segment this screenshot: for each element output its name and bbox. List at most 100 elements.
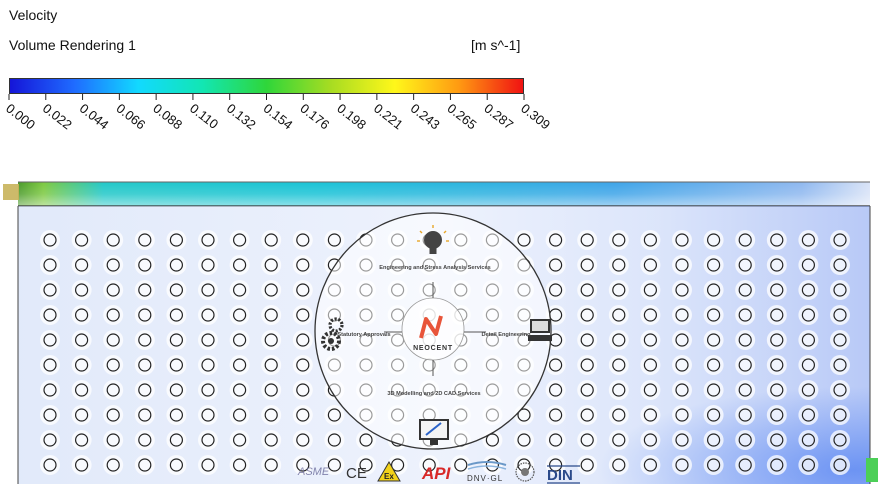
tube [675, 358, 689, 372]
tube [706, 333, 721, 347]
tube-wake [40, 455, 60, 475]
tube [770, 433, 784, 447]
tube-wake [608, 305, 629, 325]
tube-wake [71, 330, 92, 350]
tube-wake [703, 380, 724, 400]
tube-wake [640, 255, 661, 275]
service-diagram-overlay: NEOCENT Engineering and Stress Analysis … [314, 212, 552, 450]
tube-wake [198, 230, 218, 250]
tube-wake [608, 380, 629, 400]
tube-wake [229, 430, 250, 450]
tube [233, 308, 247, 322]
tube-wake [229, 280, 250, 300]
tube-wake [261, 355, 282, 375]
tube [264, 383, 278, 397]
tube [738, 258, 752, 272]
tube-wake [545, 455, 566, 475]
tube-wake [577, 255, 598, 275]
tube [138, 308, 152, 322]
tube-wake [198, 430, 218, 450]
tube-wake [134, 230, 155, 250]
tube-wake [577, 280, 598, 300]
tube [74, 283, 89, 297]
tube [833, 433, 847, 447]
tube-wake [608, 355, 629, 375]
tube-wake [766, 330, 787, 350]
tube [801, 258, 816, 272]
tube [264, 308, 278, 322]
tube-wake [577, 430, 598, 450]
tube [201, 433, 215, 447]
tube [233, 358, 247, 372]
tube [233, 458, 247, 472]
tube [106, 458, 120, 472]
tube-wake [735, 280, 756, 300]
tube [201, 283, 215, 297]
tube-wake [766, 405, 787, 425]
tube [643, 358, 658, 372]
dnv-gl-logo-icon: DNV·GL [467, 461, 507, 483]
tube [706, 308, 721, 322]
tube [106, 408, 120, 422]
tube [327, 408, 341, 422]
tube [706, 258, 721, 272]
tube [706, 358, 721, 372]
tube-wake [672, 380, 692, 400]
tube-wake [830, 280, 850, 300]
tube [74, 333, 89, 347]
tube [548, 408, 563, 422]
tube-wake [292, 330, 313, 350]
tube [359, 433, 373, 447]
tube [833, 283, 847, 297]
tube [169, 408, 183, 422]
tube [738, 433, 752, 447]
tube [43, 258, 57, 272]
tube [675, 333, 689, 347]
tube-wake [292, 430, 313, 450]
tube-wake [735, 430, 756, 450]
tube-wake [324, 430, 345, 450]
tube [738, 383, 752, 397]
colorbar-tick-label: 0.088 [150, 101, 185, 133]
tube-wake [229, 230, 250, 250]
tube-wake [40, 330, 60, 350]
asme-logo-icon: ASME [297, 466, 330, 478]
svg-text:Ex: Ex [384, 472, 394, 481]
tube-wake [672, 355, 692, 375]
tube [74, 258, 89, 272]
svg-text:DIN: DIN [547, 467, 573, 484]
tube-wake [198, 405, 218, 425]
tube-wake [103, 280, 124, 300]
tube [580, 408, 594, 422]
tube [296, 433, 310, 447]
tube-wake [482, 455, 503, 475]
tube [74, 458, 89, 472]
tube [833, 333, 847, 347]
tube [580, 383, 594, 397]
seal-logo-icon [515, 462, 535, 482]
colorbar-tick-label: 0.044 [77, 101, 112, 133]
tube-wake [672, 255, 692, 275]
tube [548, 258, 563, 272]
tube [74, 233, 89, 247]
tube [643, 458, 658, 472]
tube-wake [766, 280, 787, 300]
tube [264, 358, 278, 372]
tube [738, 233, 752, 247]
tube-wake [672, 455, 692, 475]
tube-wake [103, 380, 124, 400]
colorbar-tick-label: 0.243 [408, 101, 443, 133]
tube [643, 333, 658, 347]
tube [391, 458, 405, 472]
tube-wake [71, 355, 92, 375]
tube [675, 458, 689, 472]
tube-wake [672, 230, 692, 250]
tube-wake [798, 255, 819, 275]
tube [612, 258, 626, 272]
tube-wake [640, 305, 661, 325]
tube-wake [292, 380, 313, 400]
velocity-colorbar [9, 78, 524, 94]
tube [801, 433, 816, 447]
tube [327, 233, 341, 247]
tube [43, 308, 57, 322]
